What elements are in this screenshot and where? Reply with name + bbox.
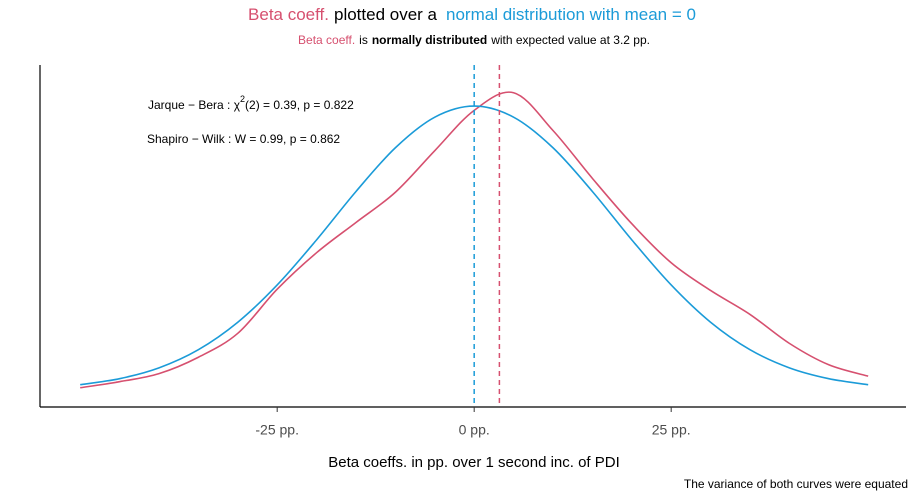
caption: The variance of both curves were equated xyxy=(684,477,908,491)
x-tick-label: 25 pp. xyxy=(652,422,691,438)
title-part: plotted over a xyxy=(334,5,438,24)
annotation-part: Jarque − Bera : χ xyxy=(148,98,241,112)
subtitle-part: normally distributed xyxy=(372,33,487,47)
x-tick-label: -25 pp. xyxy=(255,422,299,438)
density-line xyxy=(80,105,869,386)
annotation: Jarque − Bera : χ2(2) = 0.39, p = 0.822 xyxy=(148,94,354,112)
x-axis-label: Beta coeffs. in pp. over 1 second inc. o… xyxy=(328,454,620,471)
chart-title: Beta coeff. plotted over a normal distribu… xyxy=(248,5,696,24)
subtitle-part: Beta coeff. xyxy=(298,33,355,47)
annotation-part: (2) = 0.39, p = 0.822 xyxy=(245,98,354,112)
annotation: Shapiro − Wilk : W = 0.99, p = 0.862 xyxy=(147,132,340,146)
subtitle-part: is xyxy=(359,33,368,47)
annotation-part: 2 xyxy=(240,94,245,104)
title-part: normal distribution with mean = 0 xyxy=(446,5,696,24)
title-part: Beta coeff. xyxy=(248,5,329,24)
x-tick-label: 0 pp. xyxy=(459,422,490,438)
subtitle-part: with expected value at 3.2 pp. xyxy=(490,33,650,47)
chart-subtitle: Beta coeff. is normally distributed with ex… xyxy=(298,33,650,47)
